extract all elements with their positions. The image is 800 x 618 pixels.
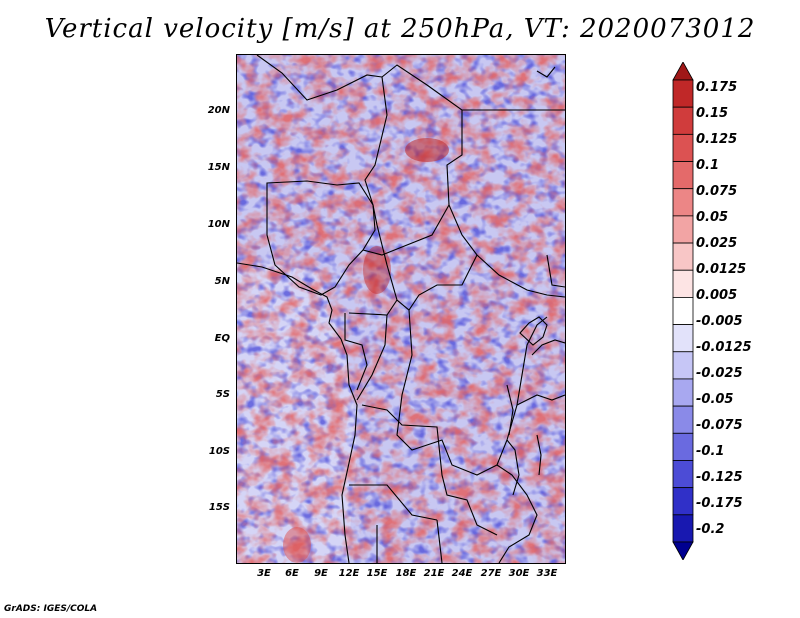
colorbar-label: -0.0125: [696, 340, 752, 355]
colorbar-label: 0.1: [696, 158, 720, 173]
colorbar-segment: [672, 133, 694, 162]
map-panel: [236, 54, 566, 564]
colorbar-label: 0.005: [696, 288, 738, 303]
credit-text: GrADS: IGES/COLA: [4, 604, 98, 614]
lat-label: 5N: [214, 276, 230, 287]
colorbar-label: -0.05: [696, 392, 734, 407]
lon-label: 15E: [366, 568, 388, 579]
colorbar-segment: [672, 405, 694, 434]
colorbar-segment: [672, 62, 694, 81]
colorbar-label: 0.025: [696, 236, 738, 251]
colorbar-label: -0.1: [696, 444, 725, 459]
colorbar-label: 0.075: [696, 184, 738, 199]
colorbar-segment: [672, 269, 694, 298]
lon-label: 30E: [508, 568, 530, 579]
lat-label: 5S: [215, 389, 230, 400]
colorbar-segment: [672, 106, 694, 135]
velocity-field: [237, 55, 565, 563]
colorbar-segment: [672, 378, 694, 407]
lat-label: 15S: [208, 502, 230, 513]
colorbar-segment: [672, 487, 694, 516]
lat-label: 10N: [207, 219, 230, 230]
lon-label: 24E: [451, 568, 473, 579]
colorbar-segment: [672, 541, 694, 560]
colorbar-segment: [672, 215, 694, 244]
lon-label: 21E: [423, 568, 445, 579]
colorbar-label: 0.175: [696, 80, 738, 95]
colorbar-label: -0.005: [696, 314, 743, 329]
colorbar-label: 0.05: [696, 210, 729, 225]
colorbar-label: 0.125: [696, 132, 738, 147]
lon-label: 9E: [314, 568, 328, 579]
colorbar-segment: [672, 460, 694, 489]
lat-label: 20N: [207, 105, 230, 116]
colorbar-label: -0.2: [696, 522, 725, 537]
colorbar-label: -0.125: [696, 470, 743, 485]
colorbar-label: -0.025: [696, 366, 743, 381]
colorbar-segment: [672, 188, 694, 217]
lat-label: 10S: [208, 446, 230, 457]
colorbar-segment: [672, 242, 694, 271]
colorbar-segment: [672, 514, 694, 543]
colorbar-segment: [672, 432, 694, 461]
lon-label: 27E: [480, 568, 502, 579]
lon-label: 33E: [536, 568, 558, 579]
map-title: Vertical velocity [m/s] at 250hPa, VT: 2…: [44, 14, 756, 44]
colorbar-segment: [672, 161, 694, 190]
colorbar-segment: [672, 324, 694, 353]
lon-label: 3E: [257, 568, 271, 579]
colorbar-segment: [672, 79, 694, 108]
lat-label: 15N: [207, 162, 230, 173]
colorbar-label: 0.0125: [696, 262, 747, 277]
lat-label: EQ: [214, 333, 230, 344]
colorbar-label: -0.075: [696, 418, 743, 433]
lon-label: 18E: [395, 568, 417, 579]
lon-label: 12E: [338, 568, 360, 579]
colorbar: [672, 62, 694, 560]
colorbar-label: -0.175: [696, 496, 743, 511]
colorbar-segment: [672, 297, 694, 325]
lon-label: 6E: [285, 568, 299, 579]
colorbar-segment: [672, 351, 694, 380]
colorbar-label: 0.15: [696, 106, 729, 121]
